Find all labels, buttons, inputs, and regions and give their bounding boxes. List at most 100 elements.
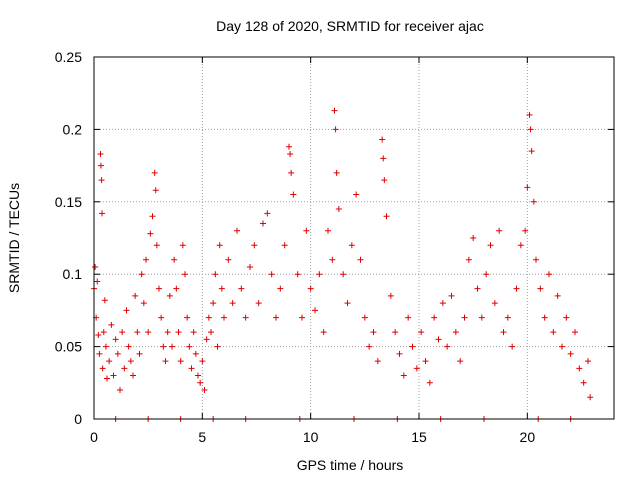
y-tick-label: 0.2 — [63, 121, 83, 137]
data-point — [130, 372, 136, 379]
data-point — [242, 314, 249, 321]
data-point — [277, 285, 284, 292]
data-point — [444, 343, 451, 350]
data-point — [190, 329, 197, 336]
data-point — [567, 350, 574, 357]
data-point — [286, 143, 292, 150]
x-tick-label: 5 — [198, 429, 206, 445]
data-point — [106, 358, 113, 365]
data-point — [99, 365, 106, 372]
data-point — [169, 343, 175, 350]
data-point — [405, 314, 412, 321]
data-point — [156, 285, 162, 292]
data-point — [335, 206, 342, 213]
data-point — [132, 292, 139, 299]
data-point — [100, 329, 107, 336]
data-point — [524, 184, 531, 191]
data-point — [94, 278, 101, 285]
data-point — [92, 263, 99, 270]
data-point — [381, 177, 388, 184]
data-point — [110, 372, 117, 379]
data-point — [491, 300, 498, 307]
data-point — [325, 227, 331, 234]
data-point — [329, 256, 336, 263]
data-point — [509, 343, 516, 350]
data-point — [251, 242, 258, 249]
y-tick-label: 0.25 — [55, 49, 82, 65]
data-point — [201, 387, 208, 394]
data-point — [357, 256, 364, 263]
data-point — [559, 343, 565, 350]
data-point — [528, 148, 535, 155]
data-point — [550, 329, 557, 336]
data-point — [452, 329, 459, 336]
data-point — [585, 358, 591, 365]
data-point — [114, 350, 121, 357]
data-point — [431, 314, 438, 321]
data-point — [413, 365, 420, 372]
data-point — [478, 314, 485, 321]
data-point — [409, 343, 416, 350]
data-point — [164, 329, 171, 336]
data-point — [554, 292, 561, 299]
data-point — [426, 379, 433, 386]
data-point — [221, 314, 227, 321]
data-point — [541, 314, 548, 321]
data-point — [140, 300, 147, 307]
data-point — [99, 210, 106, 217]
data-point — [316, 271, 323, 278]
data-point — [119, 329, 126, 336]
data-point — [281, 242, 288, 249]
data-point — [210, 300, 217, 307]
data-point — [97, 151, 104, 158]
data-point — [392, 329, 399, 336]
data-point — [344, 300, 351, 307]
data-point — [199, 358, 206, 365]
data-point — [353, 191, 360, 198]
data-point — [247, 263, 253, 270]
data-point — [439, 300, 446, 307]
data-point — [208, 329, 214, 336]
x-tick-label: 0 — [90, 429, 98, 445]
data-point — [203, 336, 210, 343]
data-point — [171, 256, 178, 263]
data-point — [307, 285, 314, 292]
data-point — [98, 177, 105, 184]
data-point — [188, 365, 195, 372]
data-points — [91, 107, 594, 422]
data-point — [134, 329, 141, 336]
data-point — [290, 191, 297, 198]
data-point — [580, 379, 587, 386]
data-point — [303, 227, 310, 234]
data-point — [387, 292, 394, 299]
data-point — [192, 350, 199, 357]
chart-title: Day 128 of 2020, SRMTID for receiver aja… — [216, 18, 484, 34]
data-point — [234, 227, 240, 234]
data-point — [147, 230, 154, 237]
data-point — [238, 285, 245, 292]
data-point — [218, 285, 225, 292]
data-point — [108, 321, 115, 328]
data-point — [123, 307, 130, 314]
data-point — [546, 271, 552, 278]
data-point — [102, 343, 109, 350]
data-point — [400, 372, 407, 379]
data-point — [333, 169, 340, 176]
data-point — [500, 329, 507, 336]
data-point — [294, 271, 301, 278]
data-point — [127, 358, 134, 365]
y-tick-label: 0.1 — [63, 266, 83, 282]
data-point — [299, 314, 305, 321]
data-point — [572, 329, 578, 336]
data-point — [465, 256, 472, 263]
data-point — [149, 213, 156, 220]
data-point — [533, 256, 539, 263]
data-point — [255, 300, 262, 307]
data-point — [136, 350, 143, 357]
data-point — [320, 329, 327, 336]
data-point — [104, 375, 110, 382]
data-point — [153, 242, 160, 249]
data-point — [214, 343, 221, 350]
